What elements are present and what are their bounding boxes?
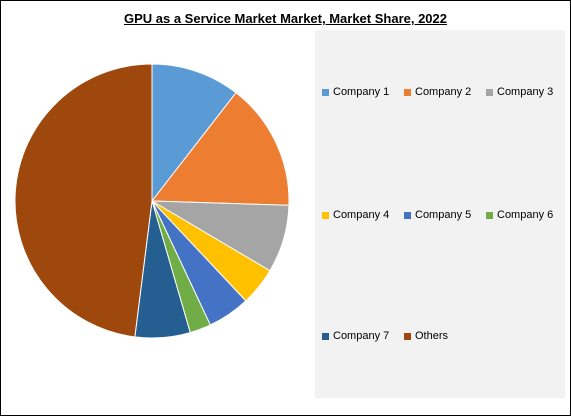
legend-label: Company 4 bbox=[333, 209, 390, 221]
pie-slice-company-2 bbox=[151, 92, 290, 206]
legend-label: Company 1 bbox=[333, 86, 390, 98]
legend-label: Company 3 bbox=[497, 86, 554, 98]
legend-swatch bbox=[486, 88, 493, 96]
legend-label: Company 6 bbox=[497, 209, 554, 221]
legend-label: Company 2 bbox=[415, 86, 472, 98]
legend-item-company-7: Company 7 bbox=[322, 330, 389, 342]
legend-label: Company 7 bbox=[333, 330, 390, 342]
legend-swatch bbox=[486, 211, 493, 219]
pie-slice-others bbox=[14, 63, 153, 338]
legend-panel bbox=[315, 30, 565, 398]
legend-swatch bbox=[322, 332, 329, 340]
legend-label: Company 5 bbox=[415, 209, 472, 221]
legend-swatch bbox=[404, 88, 411, 96]
legend-swatch bbox=[404, 332, 411, 340]
chart-title: GPU as a Service Market Market, Market S… bbox=[123, 11, 447, 26]
legend-swatch bbox=[322, 211, 329, 219]
legend-item-company-6: Company 6 bbox=[486, 209, 553, 221]
legend-item-company-5: Company 5 bbox=[404, 209, 471, 221]
pie-slice-company-1 bbox=[151, 63, 237, 203]
legend-item-company-4: Company 4 bbox=[322, 209, 389, 221]
legend-item-company-2: Company 2 bbox=[404, 86, 471, 98]
legend-swatch bbox=[404, 211, 411, 219]
legend-item-company-1: Company 1 bbox=[322, 86, 389, 98]
legend-item-company-3: Company 3 bbox=[486, 86, 553, 98]
legend-swatch bbox=[322, 88, 329, 96]
legend-item-others: Others bbox=[404, 330, 448, 342]
legend-label: Others bbox=[415, 330, 449, 342]
